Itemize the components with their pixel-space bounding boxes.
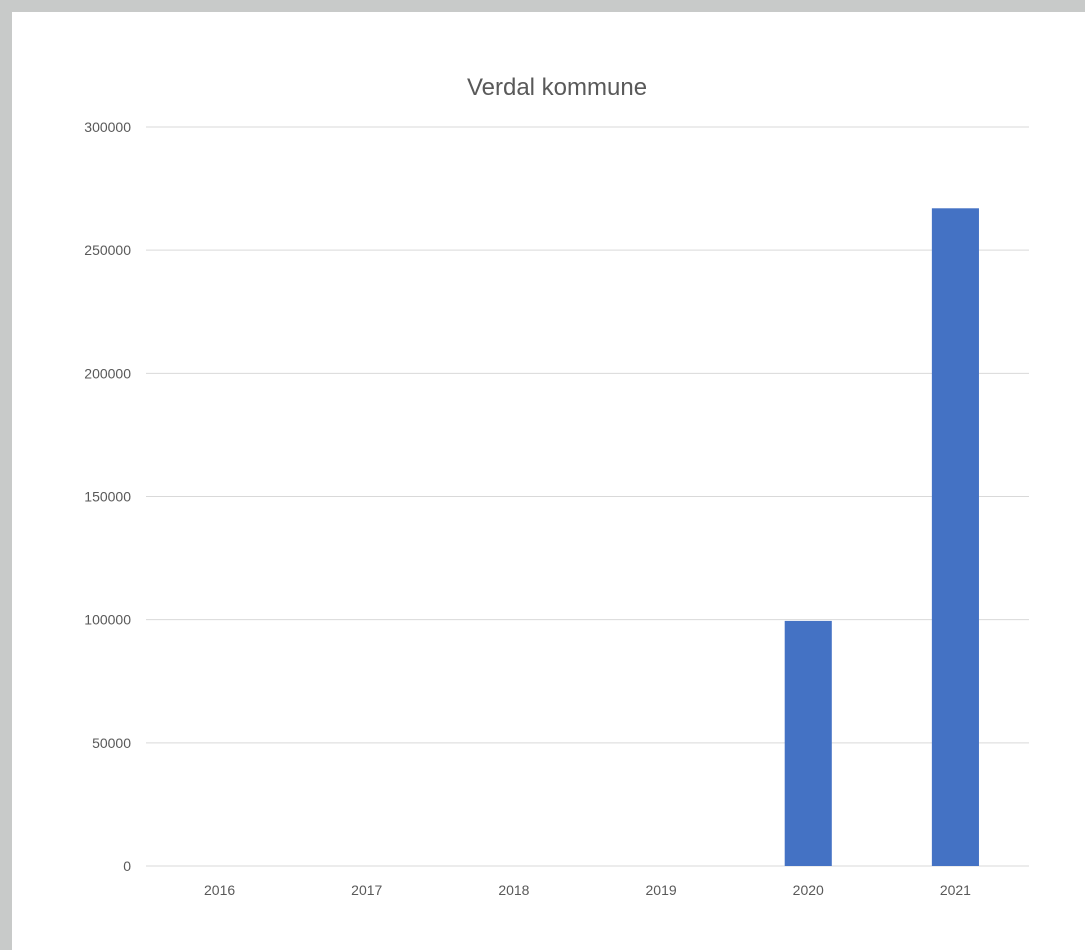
y-tick-label: 200000 <box>84 365 131 381</box>
x-tick-label: 2021 <box>940 882 971 898</box>
bar-2020 <box>784 620 832 866</box>
chart-title: Verdal kommune <box>467 74 647 101</box>
y-tick-label: 50000 <box>92 735 131 751</box>
gridlines <box>146 126 1029 867</box>
y-tick-label: 300000 <box>84 119 131 135</box>
chart-panel <box>12 12 1085 950</box>
x-tick-label: 2018 <box>498 882 529 898</box>
y-tick-label: 0 <box>123 858 131 874</box>
x-axis-tick-labels: 2016 2017 2018 2019 2020 2021 <box>204 882 971 898</box>
x-tick-label: 2020 <box>793 882 824 898</box>
y-tick-label: 150000 <box>84 489 131 505</box>
y-axis-tick-labels: 0 50000 100000 150000 200000 250000 300000 <box>84 119 131 874</box>
x-tick-label: 2016 <box>204 882 235 898</box>
bars <box>784 208 979 867</box>
y-tick-label: 250000 <box>84 242 131 258</box>
x-tick-label: 2017 <box>351 882 382 898</box>
y-tick-label: 100000 <box>84 612 131 628</box>
x-tick-label: 2019 <box>646 882 677 898</box>
bar-2021 <box>931 208 979 867</box>
